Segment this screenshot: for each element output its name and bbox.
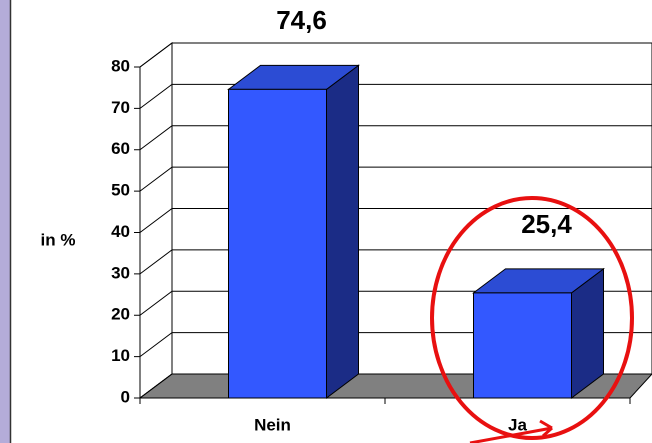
grid-line — [139, 125, 652, 151]
y-tick-label: 40 — [111, 222, 130, 241]
grid-line — [139, 42, 652, 68]
value-label: 25,4 — [521, 209, 572, 239]
y-tick-label: 30 — [111, 263, 130, 282]
y-tick-label: 20 — [111, 305, 130, 324]
grid-line — [139, 83, 652, 109]
highlight-circle — [430, 196, 634, 440]
grid-line — [139, 166, 652, 192]
y-tick-label: 70 — [111, 98, 130, 117]
x-tick-label: Ja — [508, 415, 527, 434]
bar-side — [326, 64, 359, 399]
y-tick-label: 0 — [121, 387, 130, 406]
y-tick-label: 10 — [111, 346, 130, 365]
bar — [228, 88, 327, 399]
grid-line — [139, 249, 652, 275]
side-strip — [0, 0, 10, 443]
y-axis-label: in % — [41, 230, 76, 249]
bar — [473, 292, 572, 399]
plot: 0 10 20 30 40 50 60 70 80 Nein Ja — [111, 42, 652, 434]
arrow — [469, 419, 553, 443]
y-tick-label: 80 — [111, 56, 130, 75]
y-tick-label: 50 — [111, 181, 130, 200]
value-label: 74,6 — [276, 5, 327, 35]
y-tick-label: 60 — [111, 139, 130, 158]
x-tick-label: Nein — [254, 415, 291, 434]
